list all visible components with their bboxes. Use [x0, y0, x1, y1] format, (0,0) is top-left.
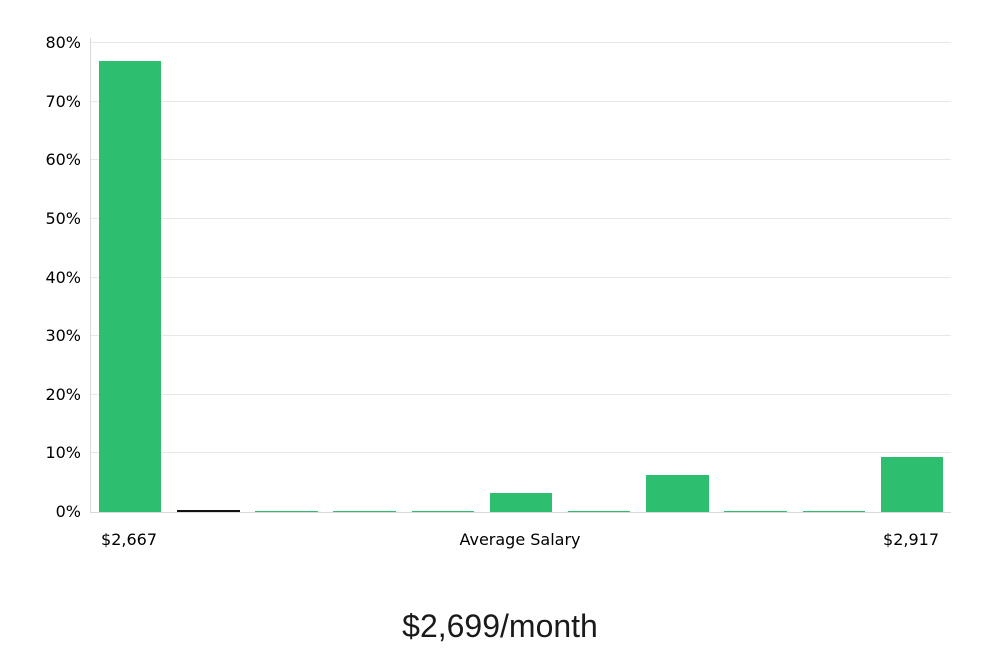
plot-area: 0% 10% 20% 30% 40% 50% 60% 70% 80% [45, 34, 951, 521]
x-tick-label-max-salary: $2,917 [883, 530, 939, 549]
bar [646, 475, 709, 512]
gridline [91, 100, 951, 102]
gridline [91, 452, 951, 454]
bar [411, 510, 475, 512]
y-tick-label: 30% [45, 326, 81, 346]
bar-slot [326, 38, 404, 512]
bar [880, 456, 944, 512]
bar-slot [482, 38, 560, 512]
bar-slot [717, 38, 795, 512]
bar [724, 510, 787, 512]
gridline [91, 42, 951, 43]
y-tick-label: 50% [45, 208, 81, 228]
bar-slot [560, 38, 638, 512]
gridline [91, 159, 951, 161]
x-axis-title-average-salary: Average Salary [459, 530, 581, 549]
gridline [91, 217, 951, 219]
bar [802, 510, 866, 512]
y-tick-label: 0% [55, 502, 81, 521]
y-tick-label: 20% [45, 384, 81, 404]
bar [98, 61, 162, 512]
gridline [91, 335, 951, 337]
gridline [91, 276, 951, 278]
bar-slot [638, 38, 716, 512]
bar [489, 493, 553, 512]
bar-slot [404, 38, 482, 512]
bar-slot [873, 38, 951, 512]
y-tick-label: 80% [45, 33, 81, 52]
y-tick-label: 60% [45, 150, 81, 170]
bar-slot [247, 38, 325, 512]
bar [255, 510, 318, 512]
bar [177, 509, 240, 512]
bar [567, 510, 631, 512]
x-axis: $2,667 Average Salary $2,917 [0, 530, 1000, 554]
bars-row [91, 38, 951, 512]
bar [333, 510, 396, 512]
y-tick-label: 40% [45, 267, 81, 287]
gridline [91, 393, 951, 395]
bar-slot [795, 38, 873, 512]
bar-slot [91, 38, 169, 512]
chart-title-monthly-salary: $2,699/month [402, 608, 598, 644]
x-tick-label-min-salary: $2,667 [101, 530, 157, 549]
y-tick-label: 10% [45, 443, 81, 463]
bar-slot [169, 38, 247, 512]
y-tick-label: 70% [45, 91, 81, 111]
